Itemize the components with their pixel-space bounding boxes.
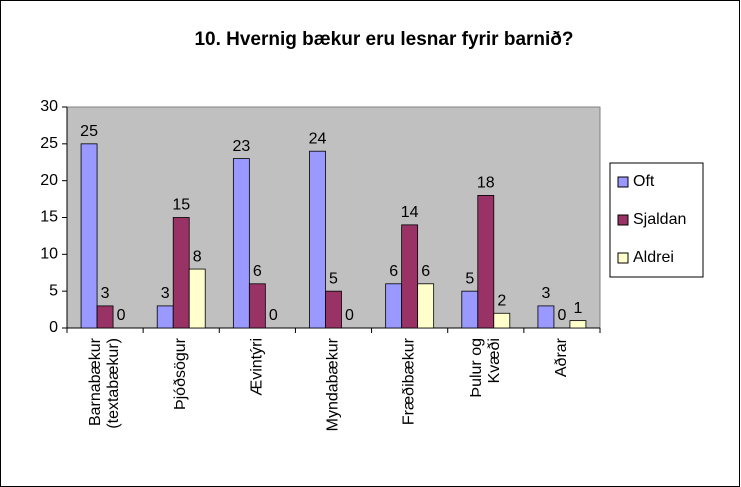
x-tick-label: Þulur ogKvæði [468, 338, 503, 398]
legend-label: Aldrei [633, 249, 674, 266]
x-tick-label: Barnabækur(textabækur) [87, 337, 122, 428]
data-label: 0 [345, 307, 354, 324]
bar [401, 224, 419, 329]
y-tick-label: 25 [40, 135, 58, 152]
data-label: 25 [80, 123, 98, 140]
x-tick-label: Myndabækur [325, 337, 342, 431]
legend-swatch [617, 176, 629, 188]
bar [96, 305, 114, 329]
data-label: 5 [329, 270, 338, 287]
bar [537, 305, 555, 329]
y-tick-label: 0 [49, 319, 58, 336]
data-label: 3 [541, 285, 550, 302]
data-label: 15 [172, 197, 190, 214]
bar [417, 283, 435, 329]
chart-title: 10. Hvernig bækur eru lesnar fyrir barni… [194, 29, 573, 50]
x-tick-label: Aðrar [553, 337, 570, 377]
legend-label: Oft [633, 173, 655, 190]
data-label: 14 [401, 204, 419, 221]
data-label: 0 [117, 307, 126, 324]
bar [461, 290, 479, 329]
data-label: 2 [497, 292, 506, 309]
y-tick-label: 30 [40, 98, 58, 115]
data-label: 0 [269, 307, 278, 324]
legend-swatch [617, 252, 629, 264]
legend-swatch [617, 214, 629, 226]
bar [309, 150, 326, 329]
bar [477, 194, 495, 329]
bar [385, 283, 403, 329]
bar [232, 158, 250, 329]
bar [156, 305, 174, 329]
data-label: 8 [193, 248, 202, 265]
y-tick-label: 5 [49, 282, 58, 299]
y-tick-label: 20 [40, 172, 58, 189]
x-tick-label: Fræðibækur [401, 337, 418, 425]
data-label: 18 [477, 175, 495, 192]
x-tick-label: Þjóðsögur [172, 337, 189, 410]
bar [80, 143, 98, 329]
data-label: 3 [101, 285, 110, 302]
bar [325, 290, 342, 329]
data-label: 6 [421, 263, 430, 280]
legend-label: Sjaldan [633, 211, 686, 228]
data-label: 3 [161, 285, 170, 302]
bar [248, 283, 266, 329]
bar [569, 320, 587, 329]
data-label: 6 [253, 263, 262, 280]
y-tick-label: 15 [40, 209, 58, 226]
data-label: 5 [465, 270, 474, 287]
y-tick-label: 10 [40, 246, 58, 263]
x-tick-label: Ævintýri [249, 338, 266, 396]
data-label: 1 [573, 300, 582, 317]
data-label: 0 [557, 307, 566, 324]
data-label: 23 [232, 138, 250, 155]
data-label: 6 [389, 263, 398, 280]
bar [493, 312, 511, 329]
bar [188, 268, 206, 329]
data-label: 24 [309, 130, 327, 147]
bar [172, 217, 190, 329]
